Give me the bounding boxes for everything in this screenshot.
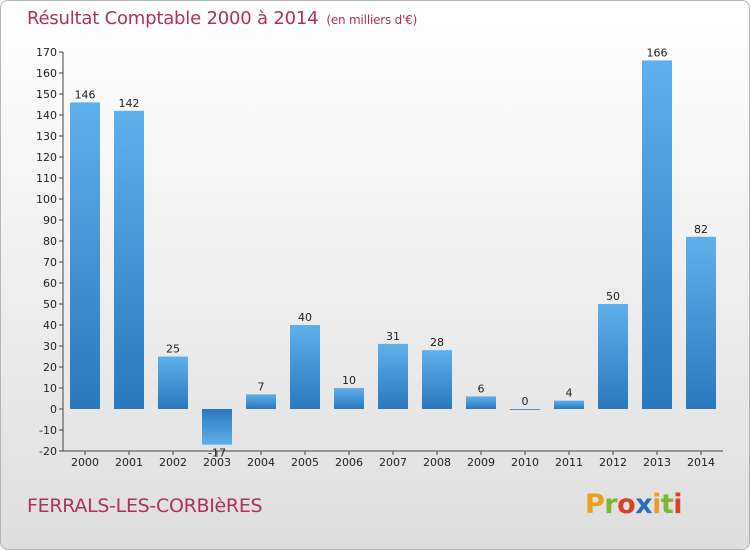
x-tick-label: 2002	[159, 456, 187, 469]
y-tick-label: 50	[43, 298, 57, 311]
data-label-2004: 7	[258, 380, 265, 393]
data-label-2007: 31	[386, 330, 400, 343]
data-label-2002: 25	[166, 343, 180, 356]
x-tick-label: 2003	[203, 456, 231, 469]
bar-2009	[466, 396, 496, 409]
y-tick-label: 30	[43, 340, 57, 353]
x-tick-label: 2012	[599, 456, 627, 469]
bar-2003	[202, 409, 232, 445]
logo-letter: o	[617, 489, 636, 520]
y-tick-label: 0	[50, 403, 57, 416]
x-tick-label: 2011	[555, 456, 583, 469]
data-label-2011: 4	[566, 387, 573, 400]
y-tick-label: 150	[36, 88, 57, 101]
x-tick-label: 2006	[335, 456, 363, 469]
bar-2012	[598, 304, 628, 409]
y-tick-label: 130	[36, 130, 57, 143]
x-tick-label: 2013	[643, 456, 671, 469]
bar-2002	[158, 356, 188, 409]
chart-bars: 146 142 25 -17 7 40 10 31 28 6 0 4 50 166 82	[70, 46, 716, 460]
data-label-2001: 142	[119, 97, 140, 110]
data-label-2006: 10	[342, 374, 356, 387]
bar-2011	[554, 400, 584, 409]
chart-axes: -20-100102030405060708090100110120130140…	[36, 46, 723, 469]
bar-2014	[686, 236, 716, 409]
y-tick-label: -10	[39, 424, 57, 437]
logo-letter: t	[660, 489, 674, 520]
data-label-2013: 166	[647, 46, 668, 59]
y-tick-label: 160	[36, 67, 57, 80]
x-tick-label: 2001	[115, 456, 143, 469]
x-tick-label: 2005	[291, 456, 319, 469]
chart-title: Résultat Comptable 2000 à 2014 (en millie…	[27, 8, 417, 29]
y-tick-label: 80	[43, 235, 57, 248]
bar-2007	[378, 343, 408, 409]
proxiti-logo: Proxiti	[585, 489, 683, 520]
x-tick-label: 2008	[423, 456, 451, 469]
logo-letter: x	[635, 489, 653, 520]
logo-letter: i	[673, 489, 683, 520]
y-tick-label: 170	[36, 46, 57, 59]
location-name: FERRALS-LES-CORBIèRES	[27, 495, 263, 517]
bar-2008	[422, 350, 452, 409]
y-tick-label: 70	[43, 256, 57, 269]
bar-2001	[114, 110, 144, 410]
x-tick-label: 2000	[71, 456, 99, 469]
y-tick-label: 20	[43, 361, 57, 374]
y-tick-label: 40	[43, 319, 57, 332]
y-tick-label: 10	[43, 382, 57, 395]
logo-letter: P	[585, 489, 605, 520]
data-label-2003: -17	[208, 447, 226, 460]
data-label-2008: 28	[430, 336, 444, 349]
chart-unit: (en milliers d'€)	[326, 13, 418, 27]
logo-letter: r	[604, 489, 618, 520]
y-tick-label: 110	[36, 172, 57, 185]
bar-2013	[642, 60, 672, 410]
x-tick-label: 2014	[687, 456, 715, 469]
y-tick-label: 140	[36, 109, 57, 122]
data-label-2009: 6	[478, 382, 485, 395]
bar-2005	[290, 325, 320, 409]
data-label-2012: 50	[606, 290, 620, 303]
bar-2006	[334, 388, 364, 409]
y-tick-label: 90	[43, 214, 57, 227]
y-tick-label: 100	[36, 193, 57, 206]
data-label-2000: 146	[75, 88, 96, 101]
logo-letter: i	[652, 489, 661, 520]
y-tick-label: -20	[39, 445, 57, 458]
bar-2000	[70, 102, 100, 410]
bar-2004	[246, 394, 276, 409]
data-label-2014: 82	[694, 223, 708, 236]
data-label-2010: 0	[522, 395, 529, 408]
x-tick-label: 2007	[379, 456, 407, 469]
y-tick-label: 120	[36, 151, 57, 164]
x-tick-label: 2010	[511, 456, 539, 469]
data-label-2005: 40	[298, 311, 312, 324]
y-tick-label: 60	[43, 277, 57, 290]
x-tick-label: 2009	[467, 456, 495, 469]
chart-title-text: Résultat Comptable 2000 à 2014	[27, 8, 319, 29]
x-tick-label: 2004	[247, 456, 275, 469]
bar-2010	[510, 409, 540, 410]
